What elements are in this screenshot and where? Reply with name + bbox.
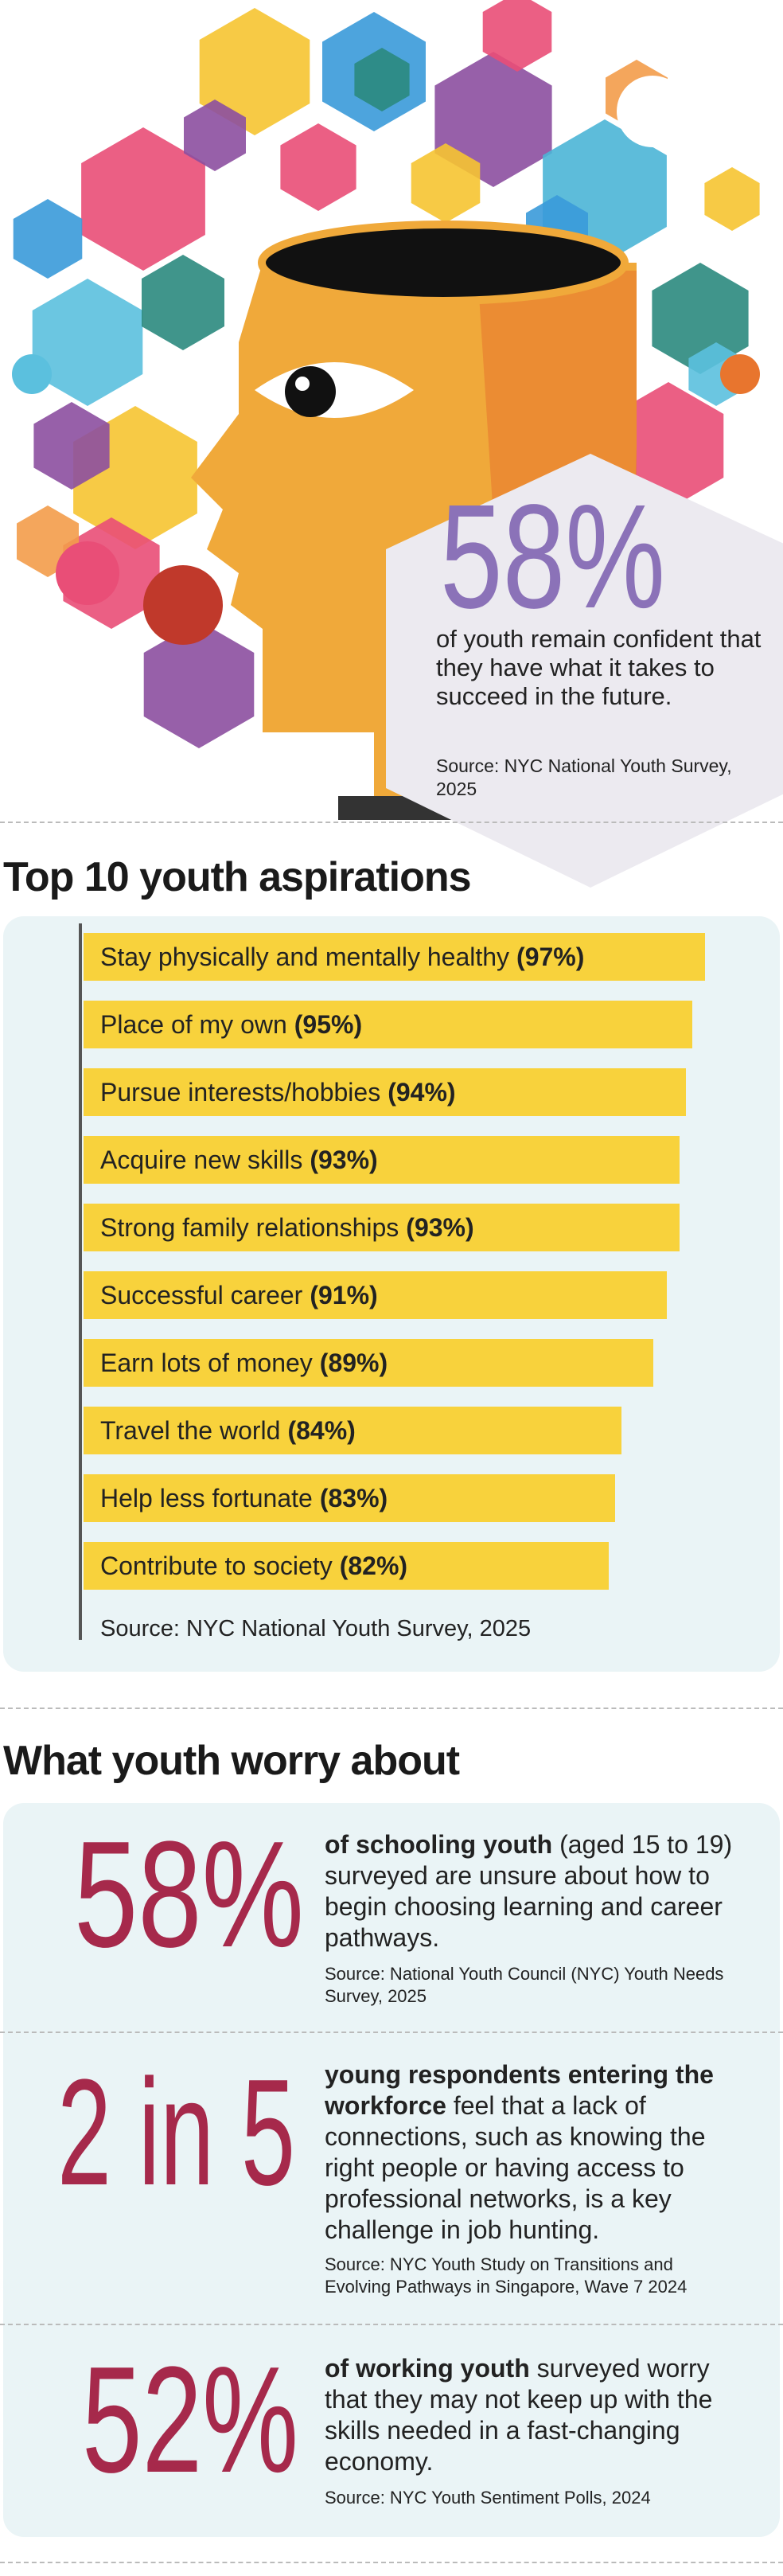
bar-label: Earn lots of money (89%)	[100, 1339, 388, 1387]
worry-lead: of working youth	[325, 2354, 530, 2383]
category-label: Contribute to society	[100, 1551, 333, 1580]
value-label: (95%)	[294, 1010, 363, 1039]
pupil-shine	[295, 377, 310, 391]
hexagon	[354, 48, 410, 111]
value-label: (83%)	[319, 1484, 388, 1512]
value-label: (93%)	[310, 1146, 378, 1174]
head-rim	[258, 221, 629, 305]
chart-source: Source: NYC National Youth Survey, 2025	[100, 1616, 532, 1641]
bar-label: Contribute to society (82%)	[100, 1542, 407, 1590]
hexagon	[32, 279, 143, 406]
bar-label: Travel the world (84%)	[100, 1407, 356, 1454]
category-label: Successful career	[100, 1281, 303, 1309]
hexagon	[81, 127, 205, 271]
value-label: (89%)	[319, 1348, 388, 1377]
category-label: Place of my own	[100, 1010, 287, 1039]
value-label: (97%)	[516, 943, 585, 971]
category-label: Pursue interests/hobbies	[100, 1078, 381, 1107]
hexagon	[33, 402, 110, 490]
worry-body: (aged 15 to 19) surveyed are unsure abou…	[325, 1830, 733, 1952]
worry-body: surveyed worry that they may not keep up…	[325, 2354, 713, 2476]
bar-label: Pursue interests/hobbies (94%)	[100, 1068, 456, 1116]
bar	[84, 1204, 680, 1251]
bar-label: Acquire new skills (93%)	[100, 1136, 378, 1184]
circle	[720, 354, 760, 394]
bar-label: Place of my own (95%)	[100, 1001, 362, 1048]
bar-label: Stay physically and mentally healthy (97%…	[100, 933, 584, 981]
hero-source: Source: NYC National Youth Survey, 2025	[436, 755, 732, 799]
hexagon	[280, 123, 356, 211]
value-label: (84%)	[287, 1416, 356, 1445]
bar	[84, 1136, 680, 1184]
category-label: Acquire new skills	[100, 1146, 303, 1174]
category-label: Earn lots of money	[100, 1348, 313, 1377]
hexagon	[199, 8, 310, 135]
chart-title: Top 10 youth aspirations	[3, 854, 472, 900]
bar	[84, 1271, 667, 1319]
hexagon	[142, 255, 224, 350]
hexagon	[482, 0, 552, 72]
hero-illustration: 58%	[12, 0, 783, 888]
category-label: Help less fortunate	[100, 1484, 313, 1512]
bar	[84, 1474, 616, 1522]
divider	[0, 1708, 783, 1709]
divider	[0, 822, 783, 823]
hexagon	[434, 52, 552, 187]
worry-stat: 52%	[82, 2336, 298, 2504]
worry-text: young respondents entering the workforce…	[325, 2059, 746, 2246]
hexagon	[411, 143, 481, 223]
hexagon	[652, 263, 749, 374]
category-label: Travel the world	[100, 1416, 281, 1445]
worry-body: feel that a lack of connections, such as…	[325, 2091, 706, 2244]
worry-panel	[3, 1803, 780, 2537]
value-label: (94%)	[388, 1078, 456, 1107]
hexagon	[184, 100, 246, 171]
bar	[84, 1542, 610, 1590]
worry-stat: 2 in 5	[57, 2048, 295, 2217]
hero-stat: 58%	[440, 474, 665, 639]
worry-source: Source: National Youth Council (NYC) You…	[325, 1964, 724, 2006]
worry-source: Source: NYC Youth Study on Transitions a…	[325, 2254, 688, 2297]
worry-source: Source: NYC Youth Sentiment Polls, 2024	[325, 2488, 651, 2508]
bar-label: Help less fortunate (83%)	[100, 1474, 388, 1522]
hexagon	[143, 621, 255, 748]
worry-text: of schooling youth (aged 15 to 19) surve…	[325, 1829, 746, 1953]
value-label: (93%)	[406, 1213, 474, 1242]
circle	[617, 76, 688, 147]
worry-lead: of schooling youth	[325, 1830, 553, 1859]
bar	[84, 1001, 692, 1048]
bar-label: Strong family relationships (93%)	[100, 1204, 474, 1251]
divider	[0, 2562, 783, 2563]
head-opening	[262, 224, 625, 301]
divider	[0, 2324, 783, 2325]
bar	[84, 1068, 686, 1116]
axis-line	[79, 923, 82, 1640]
bar	[84, 1339, 654, 1387]
divider	[0, 2032, 783, 2033]
value-label: (91%)	[310, 1281, 378, 1309]
bar	[84, 933, 705, 981]
hexagon	[13, 199, 83, 279]
category-label: Stay physically and mentally healthy	[100, 943, 510, 971]
value-label: (82%)	[339, 1551, 408, 1580]
stat-hexagon	[386, 454, 783, 888]
worry-text: of working youth surveyed worry that the…	[325, 2353, 746, 2477]
hexagon	[704, 167, 760, 231]
worry-stat: 58%	[74, 1810, 304, 1979]
decorations	[12, 0, 760, 748]
circle	[12, 354, 52, 394]
circle	[143, 565, 223, 645]
category-label: Strong family relationships	[100, 1213, 399, 1242]
bar-label: Successful career (91%)	[100, 1271, 378, 1319]
worry-lead: young respondents entering the workforce	[325, 2060, 714, 2120]
hero-text: of youth remain confident that they have…	[436, 625, 762, 710]
section-title: What youth worry about	[3, 1738, 460, 1784]
circle	[56, 541, 119, 605]
bar	[84, 1407, 622, 1454]
